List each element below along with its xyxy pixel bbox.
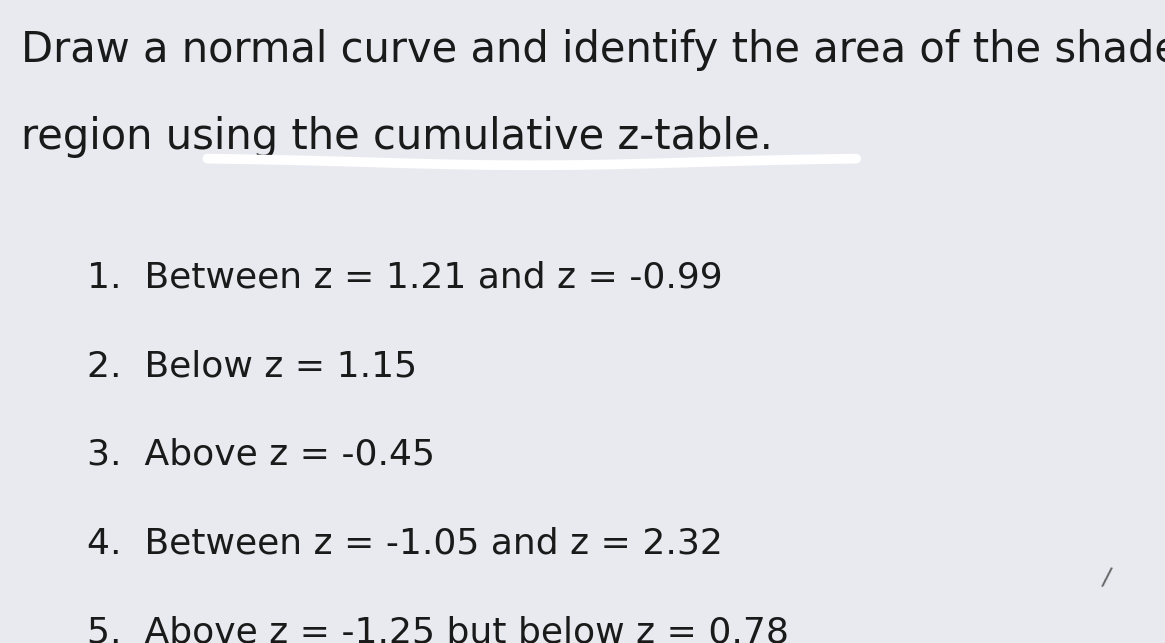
Text: 5.  Above z = -1.25 but below z = 0.78: 5. Above z = -1.25 but below z = 0.78 — [87, 615, 790, 643]
Text: 1.  Between z = 1.21 and z = -0.99: 1. Between z = 1.21 and z = -0.99 — [87, 260, 723, 294]
Text: 2.  Below z = 1.15: 2. Below z = 1.15 — [87, 349, 417, 383]
Text: /: / — [1101, 565, 1114, 590]
Text: region using the cumulative z-table.: region using the cumulative z-table. — [21, 116, 772, 158]
Text: 4.  Between z = -1.05 and z = 2.32: 4. Between z = -1.05 and z = 2.32 — [87, 527, 723, 561]
Text: Draw a normal curve and identify the area of the shaded: Draw a normal curve and identify the are… — [21, 29, 1165, 71]
Text: 3.  Above z = -0.45: 3. Above z = -0.45 — [87, 438, 436, 472]
